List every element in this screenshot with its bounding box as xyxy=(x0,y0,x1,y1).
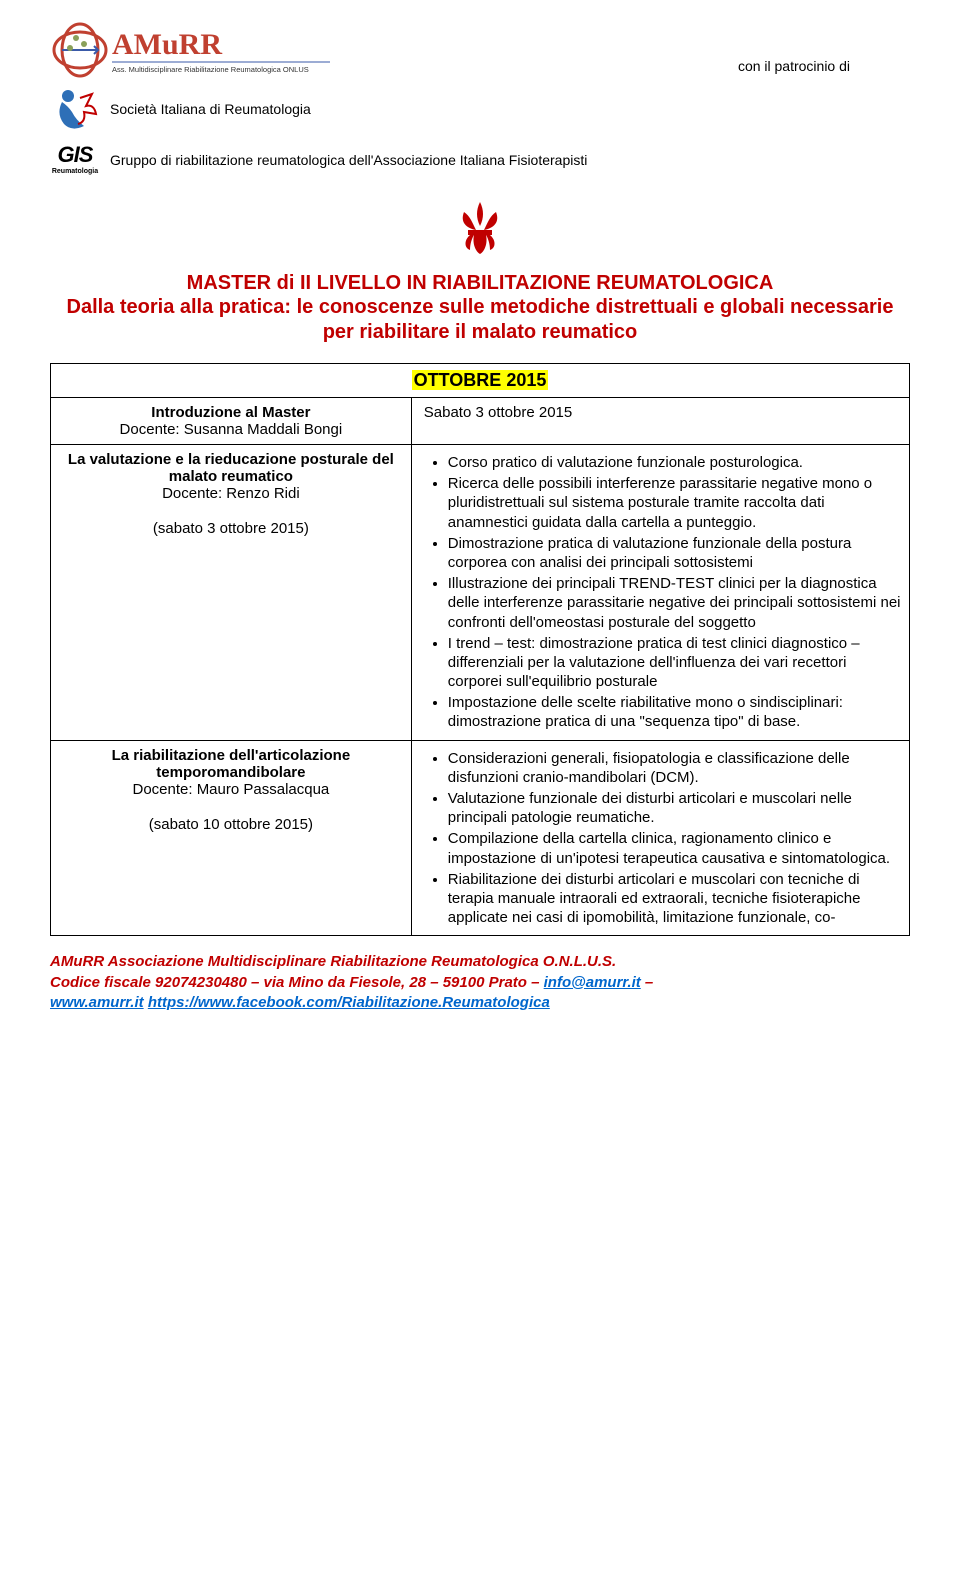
logo-row-3: GIS Reumatologia Gruppo di riabilitazion… xyxy=(50,142,910,178)
list-item: Impostazione delle scelte riabilitative … xyxy=(448,693,901,731)
fleur-de-lis-icon xyxy=(50,198,910,262)
bullet-list: Considerazioni generali, fisiopatologia … xyxy=(420,749,901,928)
content-cell: Considerazioni generali, fisiopatologia … xyxy=(411,740,909,936)
list-item: I trend – test: dimostrazione pratica di… xyxy=(448,634,901,692)
title-block: MASTER di II LIVELLO IN RIABILITAZIONE R… xyxy=(50,272,910,345)
title-line-2: Dalla teoria alla pratica: le conoscenze… xyxy=(50,295,910,345)
course-title: La riabilitazione dell'articolazione tem… xyxy=(59,747,403,781)
amurr-logo-svg: AMuRR Ass. Multidisciplinare Riabilitazi… xyxy=(50,20,340,80)
bullet-list: Corso pratico di valutazione funzionale … xyxy=(420,453,901,732)
course-docente: Docente: Renzo Ridi xyxy=(59,485,403,502)
course-date: (sabato 3 ottobre 2015) xyxy=(59,520,403,537)
title-line-1: MASTER di II LIVELLO IN RIABILITAZIONE R… xyxy=(50,272,910,295)
amurr-logo: AMuRR Ass. Multidisciplinare Riabilitazi… xyxy=(50,20,340,80)
course-title: Introduzione al Master xyxy=(59,404,403,421)
list-item: Illustrazione dei principali TREND-TEST … xyxy=(448,574,901,632)
footer: AMuRR Associazione Multidisciplinare Ria… xyxy=(50,952,910,1013)
month-header-text: OTTOBRE 2015 xyxy=(412,370,549,390)
logo-row-2: Società Italiana di Reumatologia xyxy=(50,84,910,134)
footer-site1-link[interactable]: www.amurr.it xyxy=(50,994,144,1011)
sir-logo-icon xyxy=(50,84,100,134)
month-header-row: OTTOBRE 2015 xyxy=(51,364,910,398)
course-date: (sabato 10 ottobre 2015) xyxy=(59,816,403,833)
gis-label: Gruppo di riabilitazione reumatologica d… xyxy=(110,152,587,168)
amurr-logo-subtext: Ass. Multidisciplinare Riabilitazione Re… xyxy=(112,65,309,74)
course-docente: Docente: Susanna Maddali Bongi xyxy=(59,421,403,438)
table-row: La riabilitazione dell'articolazione tem… xyxy=(51,740,910,936)
content-cell: Corso pratico di valutazione funzionale … xyxy=(411,445,909,741)
list-item: Considerazioni generali, fisiopatologia … xyxy=(448,749,901,787)
course-cell: La riabilitazione dell'articolazione tem… xyxy=(51,740,412,936)
course-cell: Introduzione al MasterDocente: Susanna M… xyxy=(51,398,412,445)
schedule-table: OTTOBRE 2015 Introduzione al MasterDocen… xyxy=(50,363,910,936)
list-item: Ricerca delle possibili interferenze par… xyxy=(448,474,901,532)
header: AMuRR Ass. Multidisciplinare Riabilitazi… xyxy=(50,20,910,178)
list-item: Riabilitazione dei disturbi articolari e… xyxy=(448,870,901,928)
list-item: Compilazione della cartella clinica, rag… xyxy=(448,829,901,867)
footer-email-link[interactable]: info@amurr.it xyxy=(544,974,641,991)
list-item: Corso pratico di valutazione funzionale … xyxy=(448,453,901,472)
content-plain: Sabato 3 ottobre 2015 xyxy=(420,404,901,421)
logo-row-1: AMuRR Ass. Multidisciplinare Riabilitazi… xyxy=(50,20,910,80)
list-item: Valutazione funzionale dei disturbi arti… xyxy=(448,789,901,827)
footer-org: AMuRR Associazione Multidisciplinare Ria… xyxy=(50,952,910,972)
table-row: Introduzione al MasterDocente: Susanna M… xyxy=(51,398,910,445)
content-cell: Sabato 3 ottobre 2015 xyxy=(411,398,909,445)
amurr-logo-text: AMuRR xyxy=(112,28,222,61)
footer-addr: Codice fiscale 92074230480 – via Mino da… xyxy=(50,974,544,991)
footer-dash-1: – xyxy=(641,974,654,991)
gis-logo-icon: GIS Reumatologia xyxy=(50,142,100,178)
footer-site2-link[interactable]: https://www.facebook.com/Riabilitazione.… xyxy=(148,994,550,1011)
sir-label: Società Italiana di Reumatologia xyxy=(110,101,311,117)
course-title: La valutazione e la rieducazione postura… xyxy=(59,451,403,485)
course-docente: Docente: Mauro Passalacqua xyxy=(59,781,403,798)
patrocinio-label: con il patrocinio di xyxy=(738,58,850,80)
month-header-cell: OTTOBRE 2015 xyxy=(51,364,910,398)
course-cell: La valutazione e la rieducazione postura… xyxy=(51,445,412,741)
table-row: La valutazione e la rieducazione postura… xyxy=(51,445,910,741)
list-item: Dimostrazione pratica di valutazione fun… xyxy=(448,534,901,572)
gis-logo-top: GIS xyxy=(58,142,93,168)
gis-logo-bottom: Reumatologia xyxy=(52,168,98,175)
